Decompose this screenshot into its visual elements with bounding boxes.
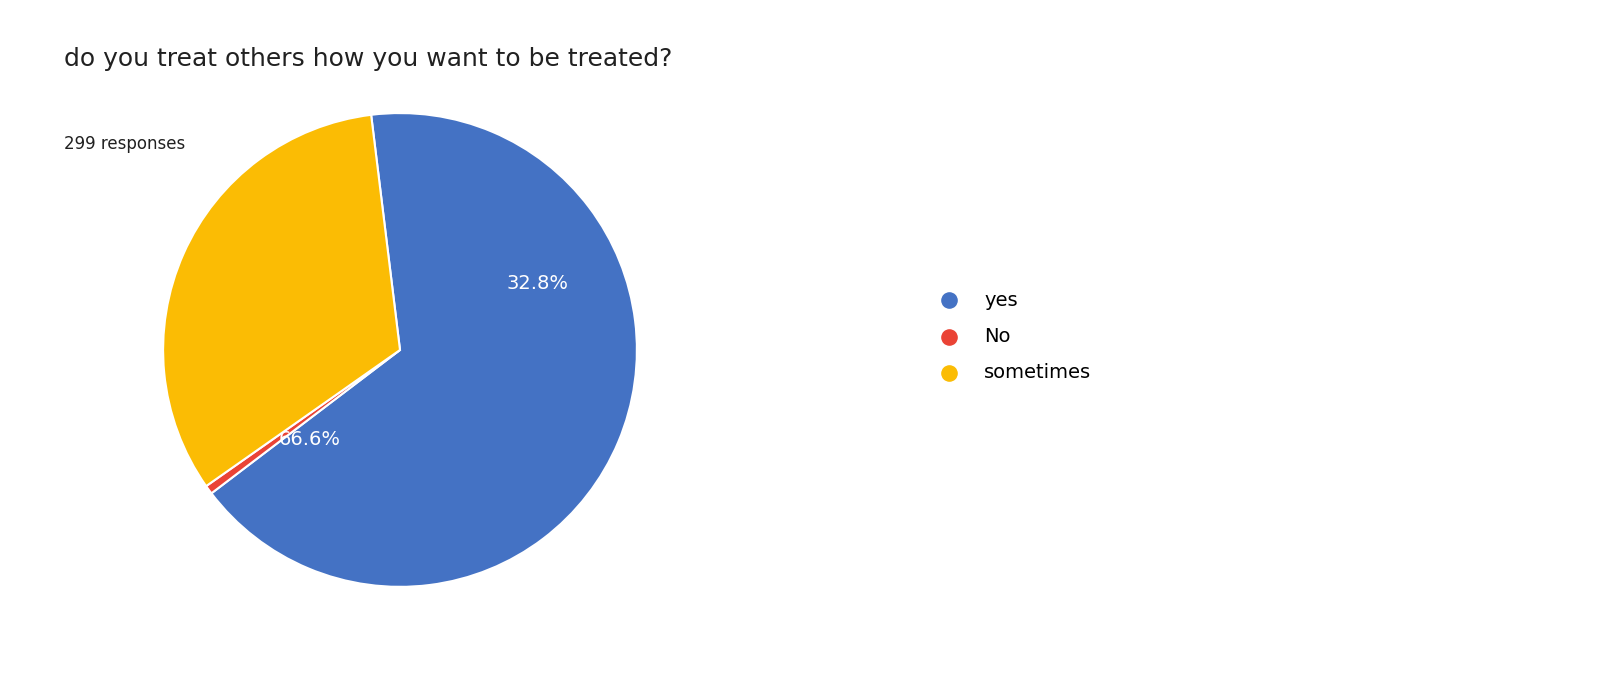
Wedge shape bbox=[206, 350, 400, 493]
Text: 66.6%: 66.6% bbox=[278, 431, 341, 450]
Legend: yes, No, sometimes: yes, No, sometimes bbox=[930, 291, 1091, 382]
Wedge shape bbox=[211, 113, 637, 587]
Wedge shape bbox=[163, 115, 400, 486]
Text: do you treat others how you want to be treated?: do you treat others how you want to be t… bbox=[64, 47, 672, 71]
Text: 299 responses: 299 responses bbox=[64, 135, 186, 153]
Text: 32.8%: 32.8% bbox=[506, 274, 568, 293]
